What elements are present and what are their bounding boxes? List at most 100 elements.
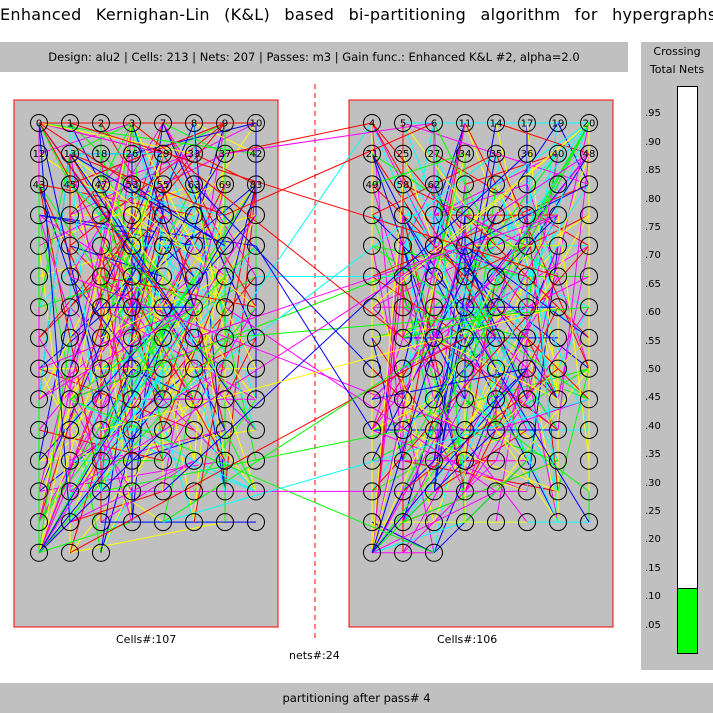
net-edge [464,153,559,185]
cell-node [549,236,567,255]
cell-node [185,390,203,409]
cell-node [456,236,474,255]
net-edge [38,153,164,553]
cell-node [247,328,265,347]
net-edge [38,306,195,400]
net-edge [38,214,133,277]
net-edge [193,307,257,492]
net-edge [131,122,404,339]
cell-node [123,451,141,470]
left-cells-count: Cells#:107 [116,633,177,646]
cell-node [30,421,48,439]
cell-node [92,543,110,562]
scale-tick-label: .65 [645,278,661,290]
net-edge [371,245,466,553]
cell-node [394,451,412,470]
scale-tick-label: .35 [645,449,661,461]
cell-node [247,114,265,132]
cell-node [61,175,79,194]
net-edge [38,337,71,553]
cell-node [154,236,172,255]
net-edge [131,153,497,431]
scale-tick-label: .20 [645,534,661,546]
cell-node [154,298,172,317]
cell-node [487,175,505,194]
cell-node [580,482,598,501]
cell-node [518,175,536,194]
net-edge [69,276,466,431]
cell-node [216,236,234,255]
net-edge [433,245,528,277]
cut-nets-count: nets#:24 [289,649,340,662]
net-edge [371,368,528,554]
net-edge [131,276,164,400]
cell-node [425,513,443,532]
cell-node [549,328,567,347]
cell-id-label: 40 [552,149,565,160]
cell-node [61,267,79,286]
cell-node [425,144,443,163]
net-edge [464,122,590,339]
cell-node [456,513,474,532]
cell-node [123,421,141,439]
cell-node [247,390,265,409]
cell-node [123,267,141,286]
net-edge [224,337,257,400]
cell-id-label: 5 [400,119,406,130]
net-edge [402,122,590,369]
cell-node [92,421,110,439]
cell-node [425,236,443,255]
cell-node [30,236,48,255]
cell-id-label: 27 [428,149,441,160]
cell-id-label: 35 [490,149,503,160]
net-edge [38,122,195,155]
cell-node [123,144,141,163]
net-edge [69,521,226,554]
cell-node [30,267,48,286]
cell-id-label: 17 [521,119,534,130]
net-edge [526,122,590,400]
cell-node [487,421,505,439]
cell-node [580,328,598,347]
cell-node [61,359,79,378]
net-edge [193,184,373,369]
cell-id-label: 42 [250,149,263,160]
cell-node [363,359,381,378]
cell-node [154,390,172,409]
net-edge [495,337,528,369]
net-edge [526,122,590,185]
cell-id-label: 12 [33,149,46,160]
cell-id-label: 37 [219,149,232,160]
cell-node [487,390,505,409]
cell-node [363,543,381,562]
scale-tick-label: .05 [645,619,661,631]
cell-node [549,114,567,132]
cell-node [456,206,474,225]
net-edge [433,337,559,400]
cell-node [487,451,505,470]
cell-node [61,421,79,439]
cell-node [394,175,412,194]
cell-node [154,421,172,439]
cell-node [487,114,505,132]
cell-node [185,206,203,225]
scale-tick-label: .55 [645,335,661,347]
cell-node [247,267,265,286]
net-edge [526,153,559,523]
window-title: Enhanced Kernighan-Lin (K&L) based bi-pa… [0,5,713,24]
cell-node [487,298,505,317]
cell-node [456,175,474,194]
scale-tick-label: .85 [645,165,661,177]
scale-tick-label: .95 [645,108,661,120]
cell-node [185,144,203,163]
cell-id-label: 10 [250,119,263,130]
cell-node [363,114,381,132]
cell-node [487,267,505,286]
cell-node [185,513,203,532]
cell-node [487,144,505,163]
scale-tick-label: .70 [645,250,661,262]
net-edge [557,153,590,431]
cell-id-label: 26 [126,149,139,160]
cell-id-label: 33 [188,149,201,160]
